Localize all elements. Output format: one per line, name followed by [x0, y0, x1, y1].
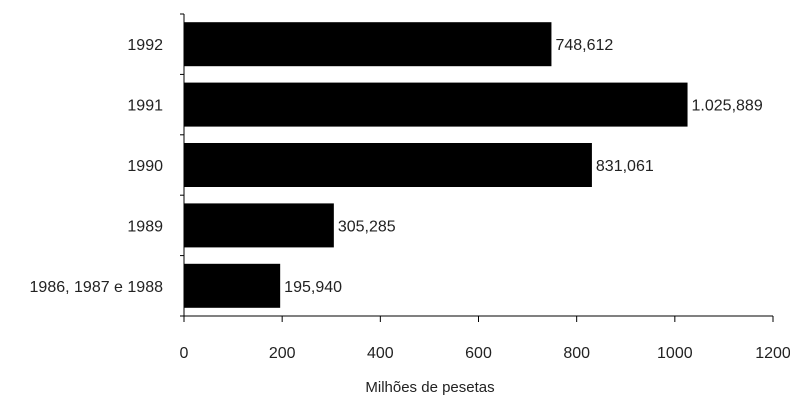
x-tick-label: 800 — [563, 345, 590, 362]
category-label: 1990 — [127, 158, 163, 175]
data-label: 831,061 — [596, 158, 654, 175]
bar — [184, 82, 688, 127]
bar — [184, 22, 552, 67]
bar — [184, 203, 334, 248]
data-label: 195,940 — [284, 279, 342, 296]
bar — [184, 143, 592, 187]
category-label: 1986, 1987 e 1988 — [30, 279, 164, 296]
x-tick-label: 1200 — [755, 345, 790, 362]
data-label: 748,612 — [555, 37, 613, 54]
x-axis-title: Milhões de pesetas — [365, 379, 494, 396]
labels-layer: 1992 748,612 1991 1.025,889 1990 831,061 1989 3… — [30, 37, 790, 362]
x-tick-label: 400 — [367, 345, 394, 362]
category-label: 1991 — [127, 98, 163, 115]
category-label: 1992 — [127, 37, 163, 54]
x-tick-label: 200 — [269, 345, 296, 362]
x-tick-label: 0 — [180, 345, 189, 362]
bar — [184, 263, 281, 308]
x-tick-label: 1000 — [657, 345, 693, 362]
data-label: 1.025,889 — [692, 98, 763, 115]
category-label: 1989 — [127, 218, 163, 235]
axes-layer — [180, 13, 774, 322]
data-label: 305,285 — [338, 218, 396, 235]
x-tick-label: 600 — [465, 345, 492, 362]
bars-layer — [184, 22, 688, 308]
